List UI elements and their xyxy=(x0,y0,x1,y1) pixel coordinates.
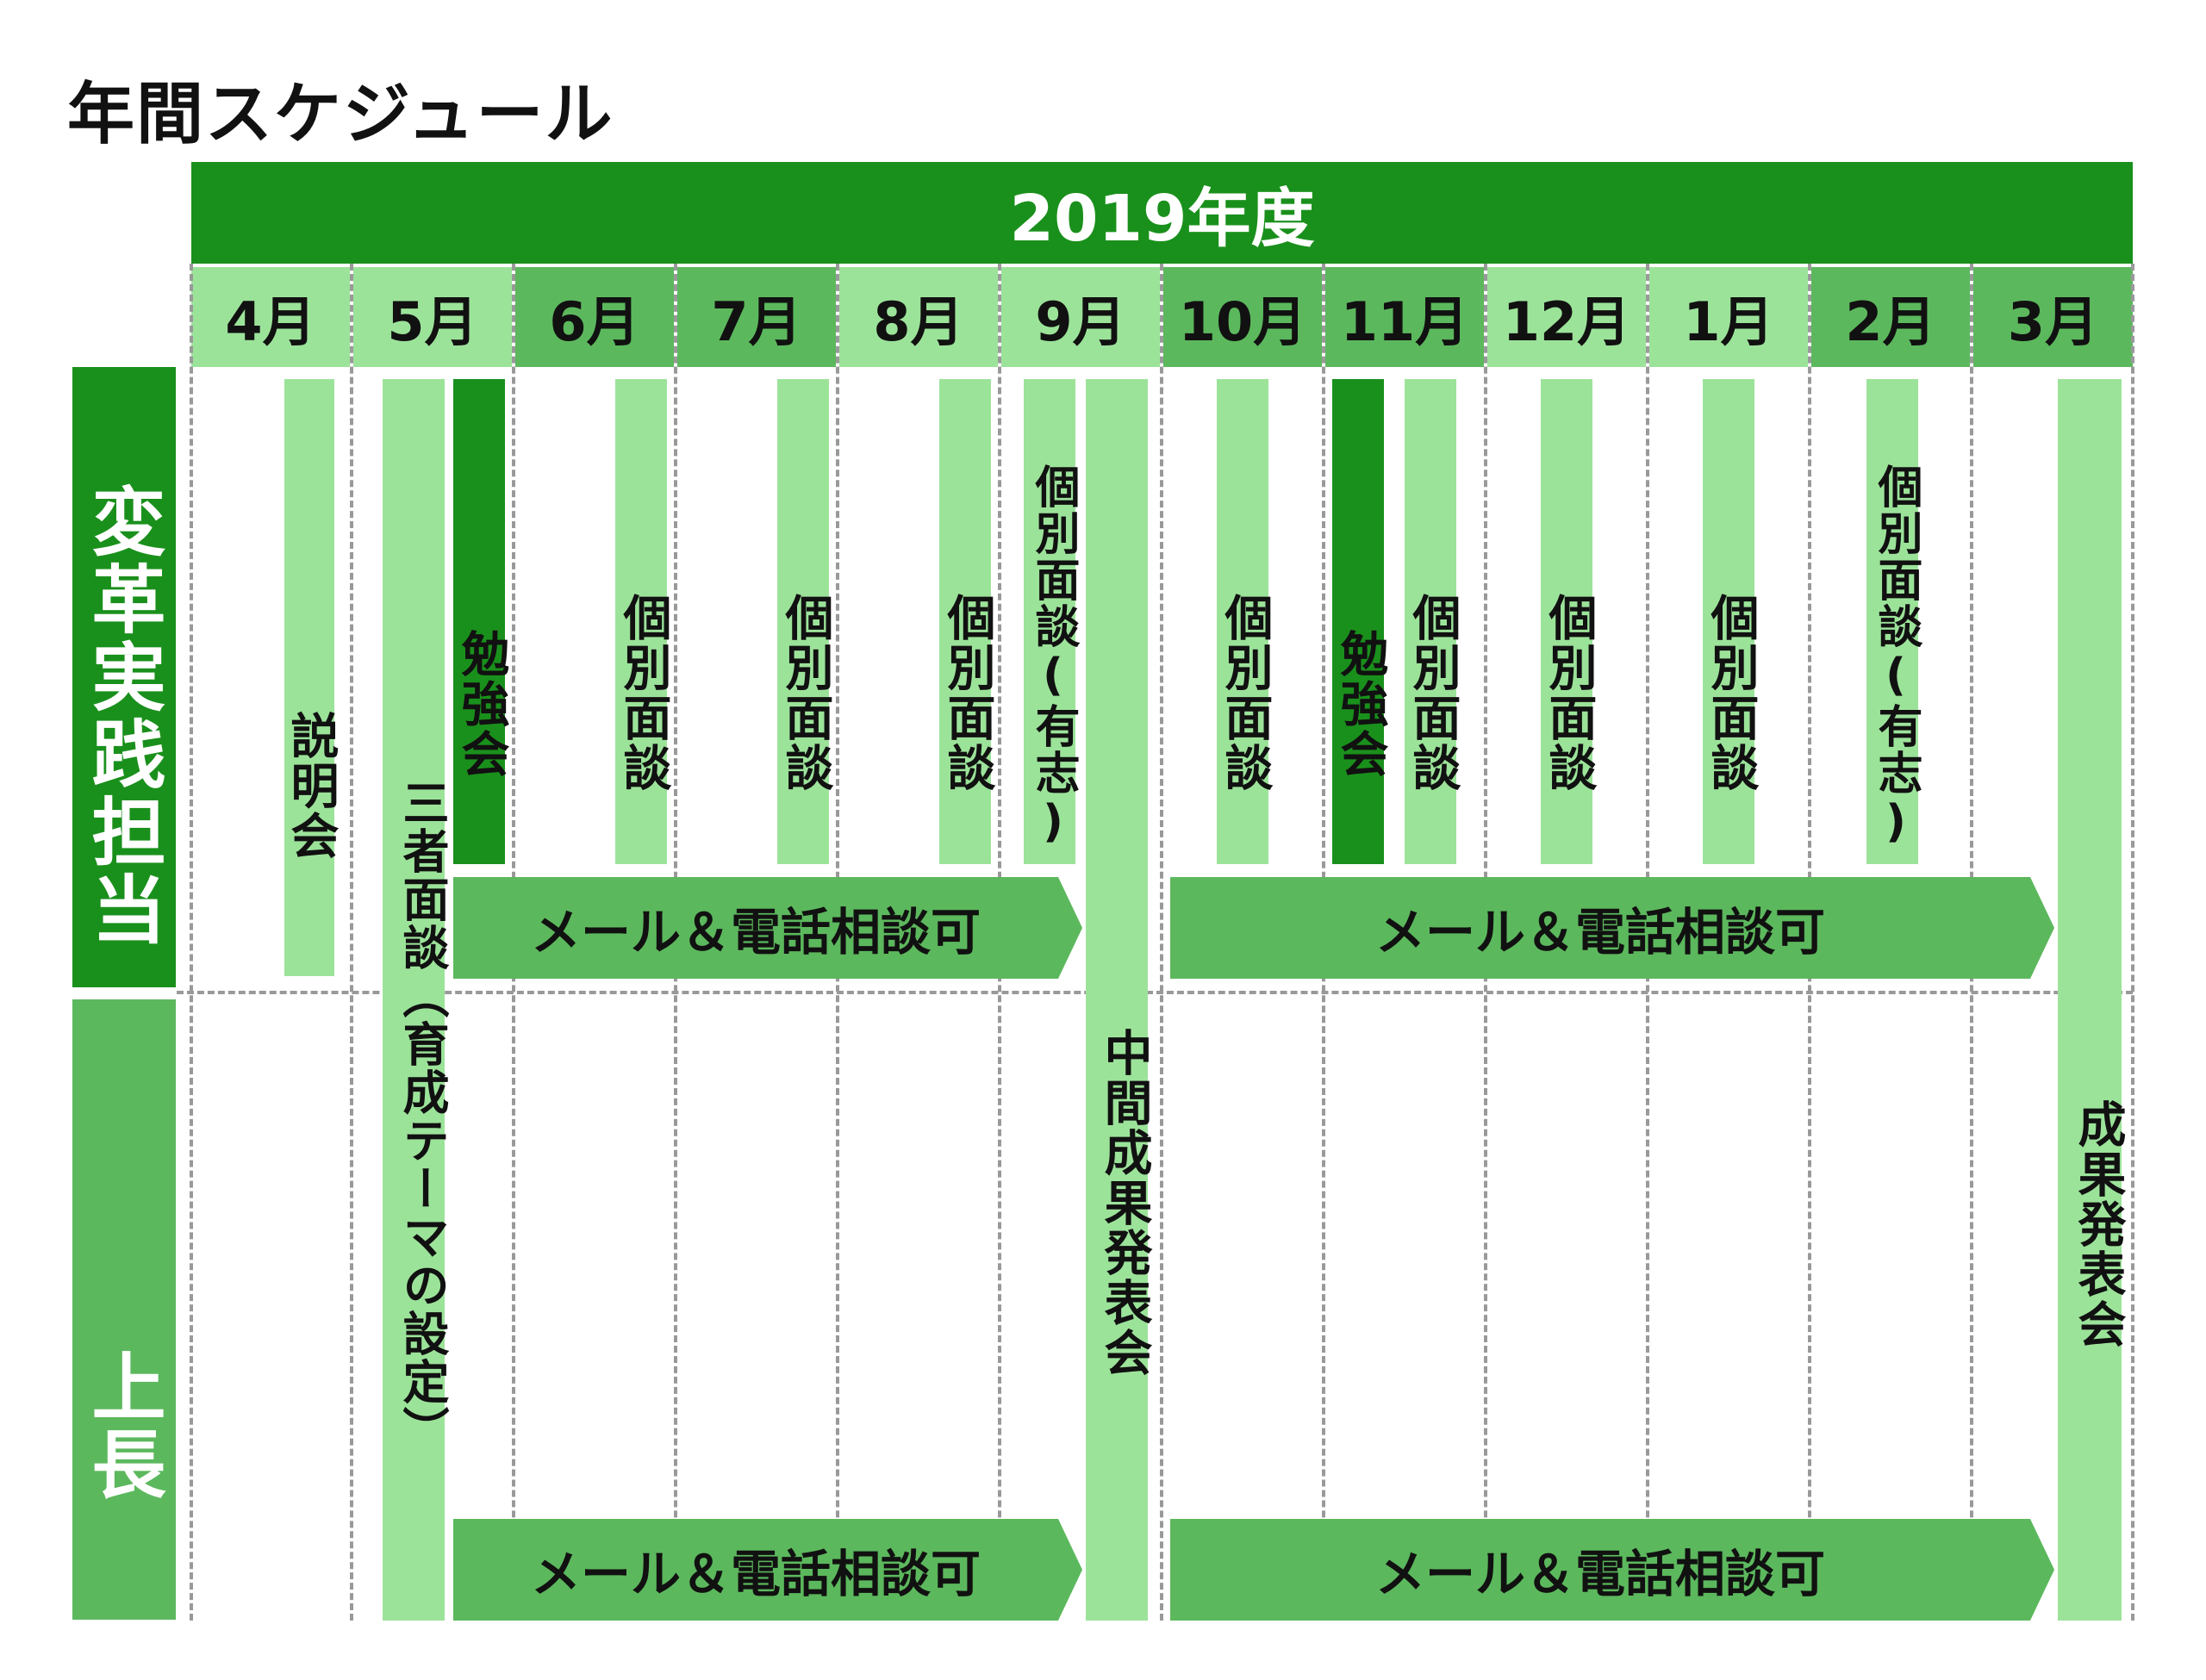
event-benkyokai-2: 勉強会 xyxy=(1332,379,1388,864)
month-mar: 3月 xyxy=(1973,267,2133,367)
month-may: 5月 xyxy=(353,267,512,367)
contact-arrow-bottom-first: メール＆電話相談可 xyxy=(453,1519,1082,1621)
contact-arrow-top-second: メール＆電話相談可 xyxy=(1170,877,2054,979)
grid-line xyxy=(190,264,193,1621)
month-sep: 9月 xyxy=(1001,267,1160,367)
event-seika-happyokai: 成果発表会 xyxy=(2058,379,2126,1621)
event-kobetsu-aug: 個別面談 xyxy=(939,379,995,864)
month-jun: 6月 xyxy=(515,267,674,367)
contact-arrow-bottom-second: メール＆電話相談可 xyxy=(1170,1519,2054,1621)
event-kobetsu-jul: 個別面談 xyxy=(777,379,833,864)
row-divider xyxy=(177,991,2133,994)
grid-line xyxy=(1160,264,1163,1621)
event-kobetsu-sep-volunteer: 個別面談(有志) xyxy=(1024,379,1079,864)
role-manager: 上長 xyxy=(72,999,176,1620)
page-title: 年間スケジュール xyxy=(67,76,614,153)
event-sansha-mendan: 三者面談（育成テーマの設定） xyxy=(383,379,449,1621)
fiscal-year-header: 2019年度 xyxy=(191,162,2133,264)
event-kobetsu-feb-volunteer: 個別面談(有志) xyxy=(1866,379,1922,864)
month-apr: 4月 xyxy=(191,267,350,367)
month-jul: 7月 xyxy=(677,267,836,367)
event-kobetsu-nov: 個別面談 xyxy=(1405,379,1461,864)
month-aug: 8月 xyxy=(839,267,998,367)
grid-line xyxy=(2131,264,2134,1621)
contact-arrow-top-first: メール＆電話相談可 xyxy=(453,877,1082,979)
month-oct: 10月 xyxy=(1163,267,1322,367)
event-kobetsu-jun: 個別面談 xyxy=(615,379,671,864)
grid-line xyxy=(350,264,353,1621)
month-dec: 12月 xyxy=(1487,267,1646,367)
event-chukan-seika: 中間成果発表会 xyxy=(1086,379,1152,1621)
month-jan: 1月 xyxy=(1649,267,1808,367)
event-setsumeikai: 説明会 xyxy=(283,379,339,976)
event-kobetsu-jan: 個別面談 xyxy=(1703,379,1759,864)
month-feb: 2月 xyxy=(1811,267,1970,367)
event-kobetsu-oct: 個別面談 xyxy=(1217,379,1273,864)
event-kobetsu-dec: 個別面談 xyxy=(1541,379,1597,864)
role-transformer: 変革実践担当 xyxy=(72,367,176,987)
event-benkyokai-1: 勉強会 xyxy=(453,379,509,864)
month-nov: 11月 xyxy=(1325,267,1484,367)
